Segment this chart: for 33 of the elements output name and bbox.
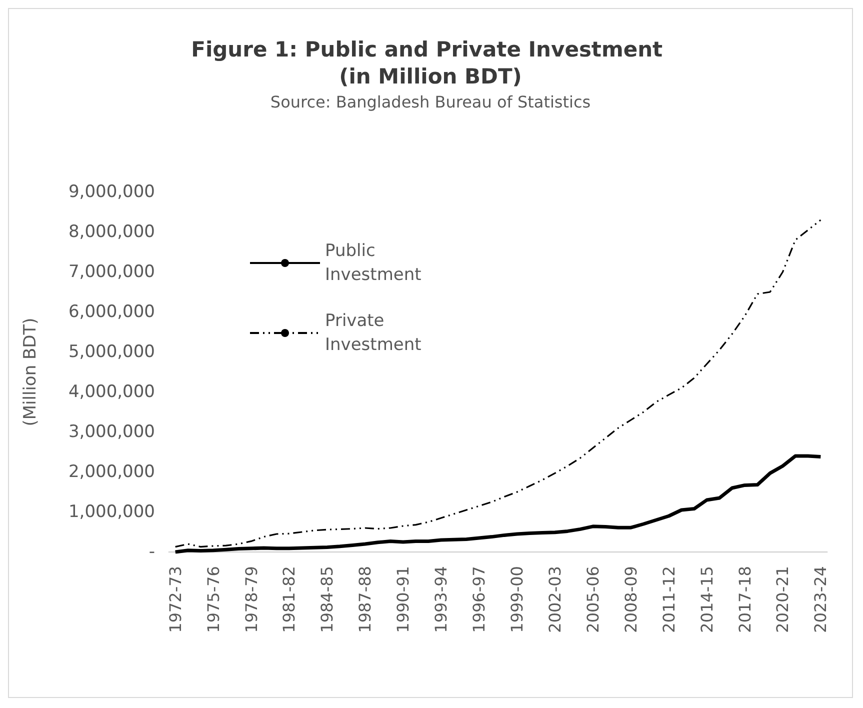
y-tick-label: 6,000,000 (68, 302, 155, 322)
legend-label: Public Investment (325, 241, 422, 285)
y-tick-label: 7,000,000 (68, 262, 155, 282)
x-tick-label: 2017-18 (735, 566, 754, 633)
x-tick-label: 2023-24 (811, 566, 830, 633)
legend-label: Private Investment (325, 311, 422, 355)
chart-title: Figure 1: Public and Private Investment (in Million BDT) (191, 38, 670, 88)
x-tick-label: 2008-09 (621, 566, 640, 633)
x-tick-label: 2020-21 (773, 566, 792, 633)
x-tick-label: 2011-12 (659, 566, 678, 633)
y-tick-label: - (148, 542, 155, 562)
y-tick-label: 5,000,000 (68, 342, 155, 362)
x-tick-label: 1990-91 (394, 566, 413, 633)
x-tick-label: 1981-82 (280, 566, 299, 633)
y-tick-label: 4,000,000 (68, 382, 155, 402)
x-tick-label: 1987-88 (356, 566, 375, 633)
y-tick-label: 3,000,000 (68, 422, 155, 442)
x-tick-label: 1978-79 (242, 566, 261, 633)
x-tick-label: 1993-94 (432, 566, 451, 633)
x-tick-label: 2002-03 (545, 566, 564, 633)
y-tick-label: 8,000,000 (68, 222, 155, 242)
x-tick-label: 1972-73 (166, 566, 185, 633)
x-tick-label: 1999-00 (507, 566, 526, 633)
x-tick-label: 2014-15 (697, 566, 716, 633)
x-tick-label: 1975-76 (204, 566, 223, 633)
y-tick-label: 2,000,000 (68, 462, 155, 482)
x-tick-label: 2005-06 (583, 566, 602, 633)
y-tick-label: 1,000,000 (68, 502, 155, 522)
y-axis-title: (Million BDT) (20, 318, 40, 426)
chart-subtitle: Source: Bangladesh Bureau of Statistics (270, 92, 591, 112)
x-tick-label: 1996-97 (470, 566, 489, 633)
y-tick-label: 9,000,000 (68, 182, 155, 202)
x-tick-label: 1984-85 (318, 566, 337, 633)
